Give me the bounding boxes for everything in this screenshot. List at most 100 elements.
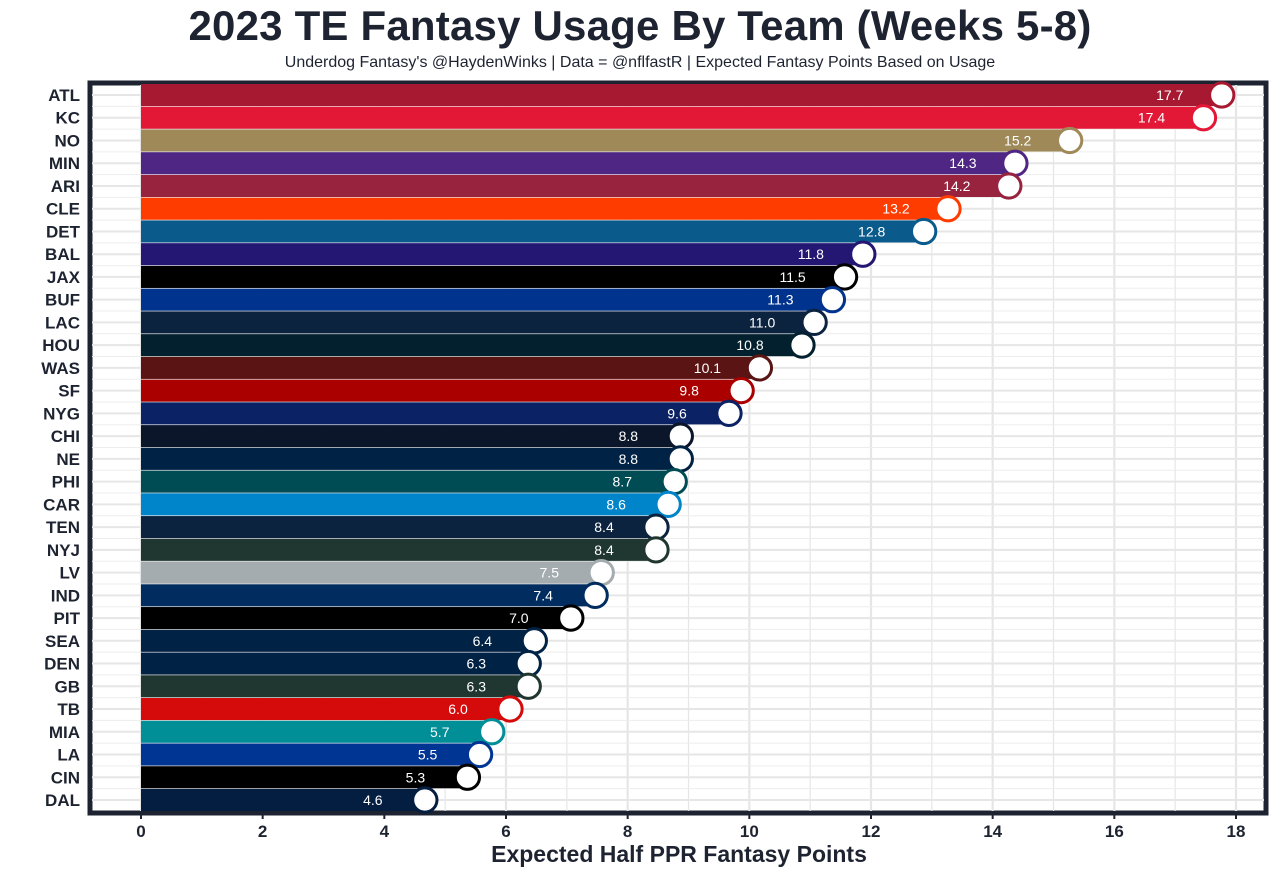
team-logo-lv [587, 558, 615, 587]
value-label-kc: 17.4 [1138, 110, 1165, 126]
team-logo-jax [830, 263, 859, 291]
value-label-dal: 4.6 [363, 792, 383, 808]
category-label-jax: JAX [47, 268, 81, 287]
category-label-ten: TEN [46, 518, 80, 537]
team-logo-hou [788, 331, 816, 359]
bar-nyj [141, 538, 652, 561]
bar-sea [141, 629, 531, 652]
team-logo-ten [642, 513, 670, 541]
category-label-cle: CLE [46, 200, 80, 219]
bar-was [141, 356, 756, 379]
category-label-lac: LAC [45, 313, 80, 332]
value-label-hou: 10.8 [736, 337, 763, 353]
team-logo-no [1056, 126, 1084, 155]
category-label-nyj: NYJ [47, 541, 80, 560]
category-label-mia: MIA [49, 723, 80, 742]
bar-la [141, 743, 476, 766]
bar-kc [141, 106, 1200, 129]
value-label-car: 8.6 [606, 496, 626, 512]
team-logo-det [910, 217, 938, 246]
value-label-cin: 5.3 [406, 769, 426, 785]
team-logo-sf [727, 377, 755, 405]
bars: 17.7 17.4 15.2 14.3 14.2 13.2 12.8 11.8 11.5 11.3… [141, 81, 1236, 814]
bar-no [141, 129, 1066, 152]
category-label-sea: SEA [45, 632, 80, 651]
x-axis-ticks: 0 2 4 6 8 10 12 14 16 18 [136, 813, 1245, 841]
team-logo-cle [934, 195, 962, 223]
team-logo-nyj [642, 536, 670, 564]
category-label-ari: ARI [51, 177, 80, 196]
value-label-atl: 17.7 [1156, 87, 1183, 103]
bar-ten [141, 516, 652, 539]
team-logo-gb [514, 672, 542, 700]
category-label-car: CAR [43, 495, 80, 514]
value-label-min: 14.3 [949, 155, 976, 171]
category-label-no: NO [55, 131, 81, 150]
category-label-den: DEN [44, 655, 80, 674]
value-label-gb: 6.3 [467, 678, 487, 694]
category-label-pit: PIT [54, 609, 81, 628]
bar-ari [141, 174, 1005, 197]
category-label-bal: BAL [45, 245, 80, 264]
bar-cle [141, 197, 944, 220]
team-logo-tb [496, 695, 524, 723]
value-label-den: 6.3 [467, 656, 487, 672]
x-tick-label-8: 8 [623, 822, 632, 841]
x-tick-label-10: 10 [740, 822, 759, 841]
bar-nyg [141, 402, 725, 425]
bar-dal [141, 788, 421, 812]
team-logo-buf [818, 286, 847, 314]
x-tick-label-12: 12 [862, 822, 881, 841]
value-label-ne: 8.8 [619, 451, 639, 467]
category-label-nyg: NYG [43, 404, 80, 423]
bar-den [141, 652, 525, 675]
bar-tb [141, 698, 506, 721]
category-label-sf: SF [58, 382, 80, 401]
value-label-nyg: 9.6 [667, 405, 687, 421]
category-label-cin: CIN [51, 768, 80, 787]
value-label-chi: 8.8 [619, 428, 639, 444]
value-label-ind: 7.4 [533, 587, 553, 603]
chart-subtitle: Underdog Fantasy's @HaydenWinks | Data =… [284, 54, 996, 71]
team-logo-kc [1189, 104, 1218, 132]
category-label-tb: TB [57, 700, 80, 719]
category-label-phi: PHI [52, 473, 80, 492]
team-logo-was [745, 354, 774, 382]
team-logo-ind [581, 581, 609, 609]
value-label-tb: 6.0 [448, 701, 468, 717]
bar-atl [141, 83, 1218, 107]
bar-ne [141, 447, 677, 470]
value-label-jax: 11.5 [779, 269, 805, 285]
category-labels: ATL KC NO MIN ARI CLE DET BAL JAX BUF LAC HOU WAS SF N… [41, 86, 80, 810]
category-label-gb: GB [55, 677, 81, 696]
category-label-ind: IND [51, 586, 80, 605]
chart-title: 2023 TE Fantasy Usage By Team (Weeks 5-8… [188, 2, 1092, 49]
bar-hou [141, 334, 798, 357]
category-label-was: WAS [41, 359, 80, 378]
team-logo-chi [666, 422, 694, 450]
team-logo-mia [478, 718, 506, 746]
team-logo-pit [557, 604, 585, 632]
category-label-la: LA [57, 746, 80, 765]
team-logo-la [465, 740, 494, 769]
value-label-nyj: 8.4 [594, 542, 614, 558]
team-logo-sea [520, 627, 548, 655]
category-label-buf: BUF [45, 291, 80, 310]
bar-pit [141, 607, 567, 630]
category-label-dal: DAL [45, 791, 80, 810]
team-logo-ari [995, 172, 1023, 200]
bar-car [141, 493, 665, 516]
value-label-sea: 6.4 [473, 633, 493, 649]
bar-jax [141, 265, 841, 288]
value-label-la: 5.5 [418, 747, 438, 763]
bar-min [141, 152, 1011, 175]
bar-buf [141, 288, 829, 311]
value-label-det: 12.8 [858, 223, 885, 239]
value-label-lv: 7.5 [540, 565, 560, 581]
bar-lv [141, 561, 598, 584]
bar-sf [141, 379, 738, 402]
team-logo-car [654, 490, 682, 518]
value-label-no: 15.2 [1004, 132, 1031, 148]
team-logo-ne [666, 445, 694, 473]
